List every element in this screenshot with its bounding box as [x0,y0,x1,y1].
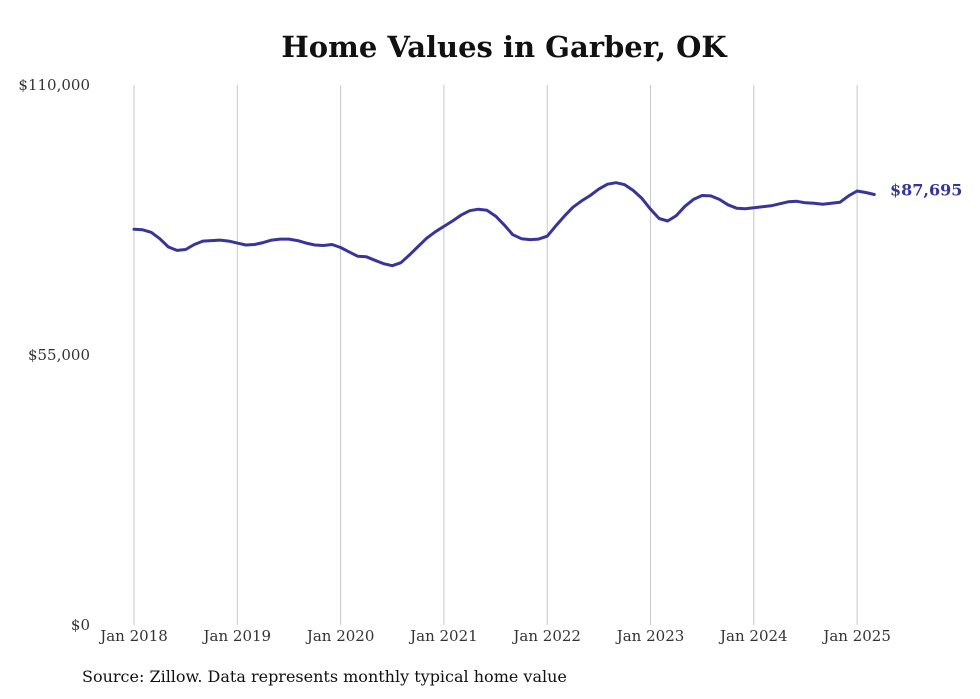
y-tick-label: $55,000 [28,346,90,364]
x-tick-label: Jan 2022 [511,627,581,645]
x-tick-label: Jan 2025 [821,627,891,645]
chart-title: Home Values in Garber, OK [281,30,727,64]
y-tick-label: $0 [71,616,90,634]
y-tick-label: $110,000 [18,76,90,94]
x-tick-label: Jan 2023 [615,627,685,645]
series-line [132,181,876,268]
x-tick-label: Jan 2019 [202,627,272,645]
x-tick-label: Jan 2020 [305,627,375,645]
x-tick-label: Jan 2024 [718,627,788,645]
source-note: Source: Zillow. Data represents monthly … [82,667,567,686]
x-tick-label: Jan 2018 [98,627,168,645]
x-tick-label: Jan 2021 [408,627,478,645]
end-value-label: $87,695 [890,180,962,199]
